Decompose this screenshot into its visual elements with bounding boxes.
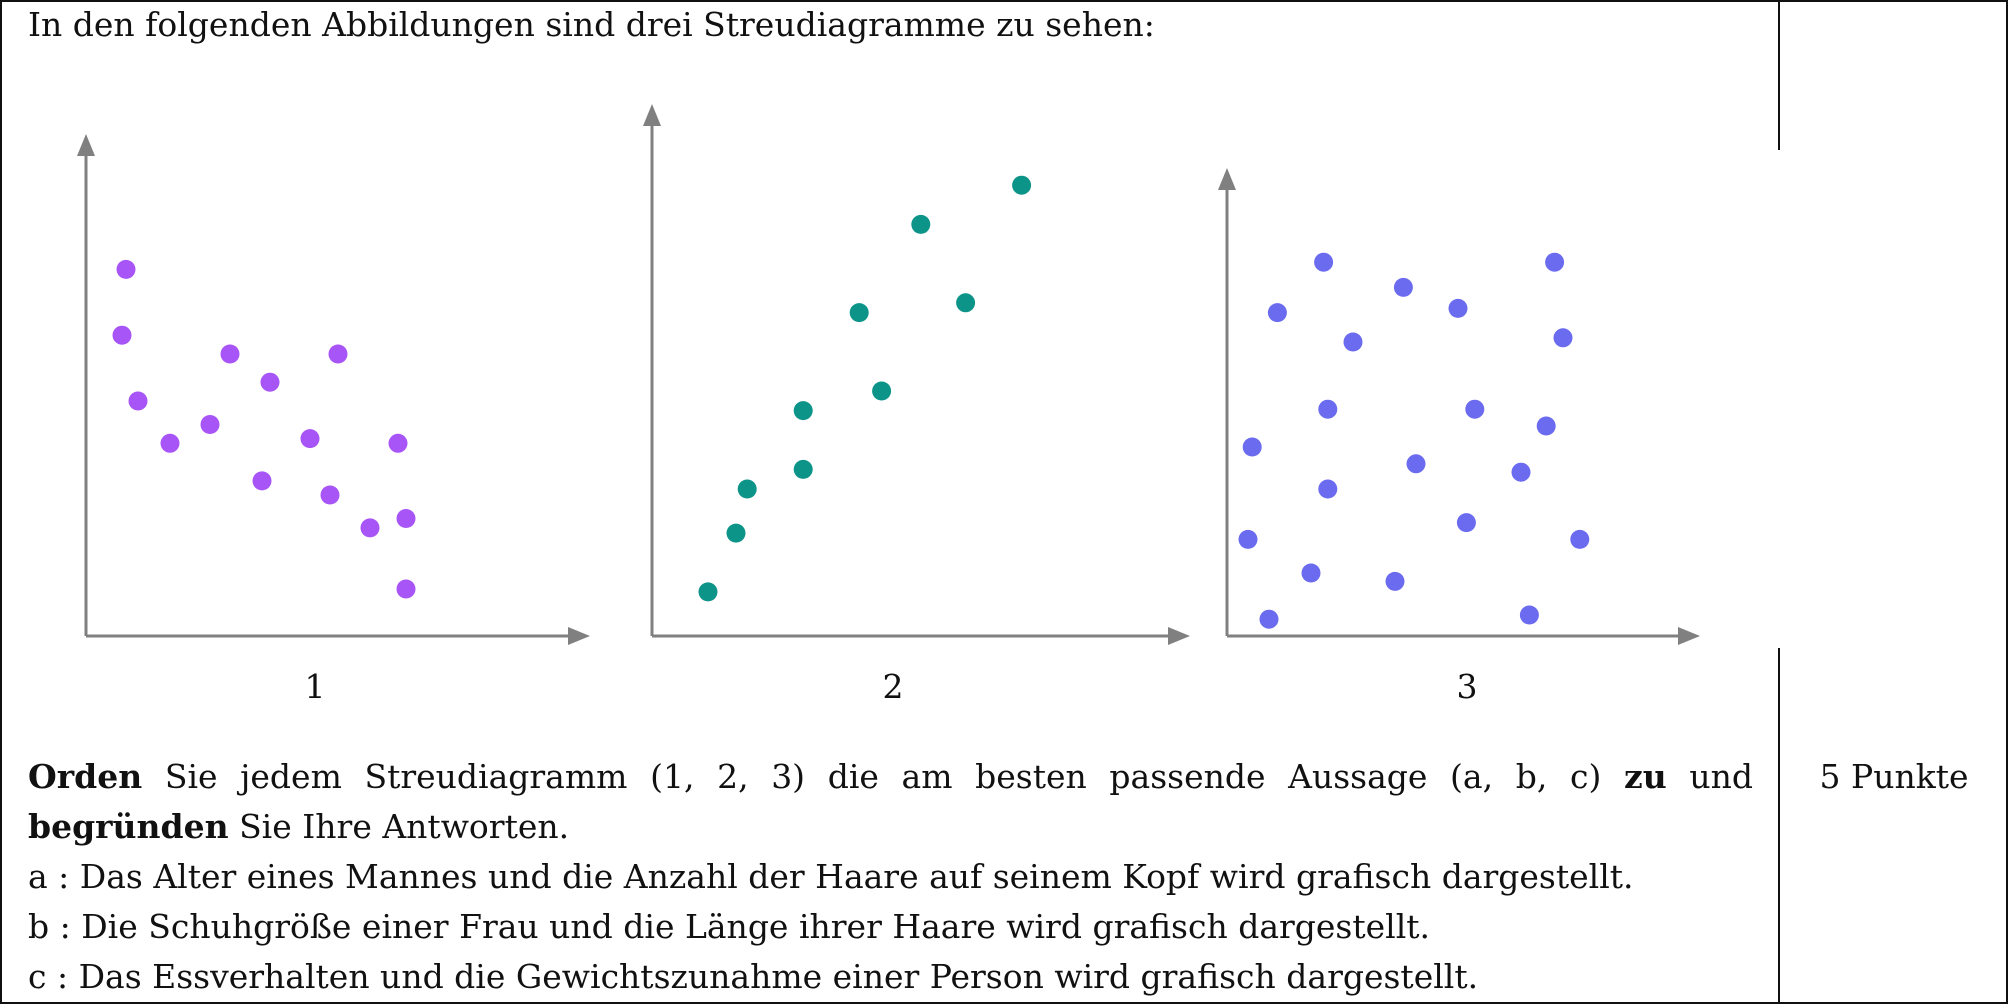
task-instruction-continued: begründen Sie Ihre Antworten. (28, 802, 1753, 852)
data-point (698, 582, 718, 602)
data-point (1343, 332, 1363, 352)
y-axis-arrow (1218, 168, 1236, 190)
statement-b: b : Die Schuhgröße einer Frau und die Lä… (28, 907, 1431, 946)
data-point (200, 415, 220, 434)
data-point (1318, 399, 1338, 419)
intro-text: In den folgenden Abbildungen sind drei S… (28, 5, 1155, 44)
data-point (260, 372, 280, 392)
plot-label: 3 (1457, 667, 1478, 706)
statement-c: c : Das Essverhalten und die Gewichtszun… (28, 957, 1479, 996)
data-point (220, 344, 240, 364)
scatter-plot-2: 2 (643, 104, 1190, 706)
x-axis-arrow (568, 627, 590, 645)
data-point (116, 259, 136, 279)
scatter-plot-3: 3 (1218, 168, 1700, 706)
data-point (1545, 252, 1565, 272)
column-divider (1778, 0, 1780, 150)
data-point (1536, 416, 1556, 436)
data-point (396, 579, 416, 599)
data-point (726, 523, 746, 543)
data-point (1456, 513, 1476, 533)
plot-label: 1 (305, 667, 326, 706)
data-point (1570, 529, 1590, 549)
data-point (1448, 298, 1468, 318)
task-instruction-end: Sie Ihre Antworten. (239, 807, 570, 846)
data-point (252, 471, 272, 491)
data-point (1242, 437, 1262, 457)
data-point (1385, 571, 1405, 591)
data-point (1301, 563, 1321, 583)
data-point (128, 391, 148, 411)
data-point (1511, 462, 1531, 482)
data-point (1406, 454, 1426, 474)
data-point (300, 429, 320, 449)
data-point (1259, 609, 1279, 629)
y-axis-arrow (643, 104, 661, 126)
task-verb-begruenden: begründen (28, 807, 229, 846)
data-point (872, 381, 892, 401)
task-text: Orden Sie jedem Streudiagramm (1, 2, 3) … (28, 752, 1753, 1002)
data-point (911, 214, 931, 234)
data-point (320, 485, 340, 505)
y-axis-arrow (77, 134, 95, 156)
data-point (956, 293, 976, 313)
data-point (112, 325, 132, 345)
data-point (160, 433, 180, 453)
data-point (1267, 303, 1287, 323)
x-axis-arrow (1678, 627, 1700, 645)
task-instruction-text: Sie jedem Streudiagramm (1, 2, 3) die am… (164, 757, 1602, 796)
data-point (1238, 529, 1258, 549)
data-point (1318, 479, 1338, 499)
scatter-plot-1: 1 (77, 134, 590, 706)
data-point (1012, 175, 1032, 195)
scatter-plots: 1 2 3 (77, 104, 1700, 706)
points-label: 5 Punkte (1819, 757, 1969, 796)
task-instruction-und: und (1689, 757, 1753, 796)
data-point (1519, 605, 1539, 625)
data-point (849, 303, 869, 323)
plot-label: 2 (883, 667, 904, 706)
data-point (1465, 399, 1485, 419)
x-axis-arrow (1168, 627, 1190, 645)
task-verb-zu: zu (1623, 757, 1667, 796)
task-verb-orden: Orden (28, 757, 143, 796)
data-point (1393, 277, 1413, 297)
column-divider (1778, 648, 1780, 1004)
data-point (1314, 252, 1334, 272)
data-point (328, 344, 348, 364)
data-point (793, 459, 813, 479)
data-point (793, 401, 813, 421)
data-point (360, 518, 380, 538)
statement-a: a : Das Alter eines Mannes und die Anzah… (28, 857, 1634, 896)
data-point (1553, 328, 1573, 348)
task-instruction: Orden Sie jedem Streudiagramm (1, 2, 3) … (28, 752, 1753, 802)
data-point (396, 509, 416, 528)
data-point (737, 479, 757, 499)
data-point (388, 433, 408, 453)
